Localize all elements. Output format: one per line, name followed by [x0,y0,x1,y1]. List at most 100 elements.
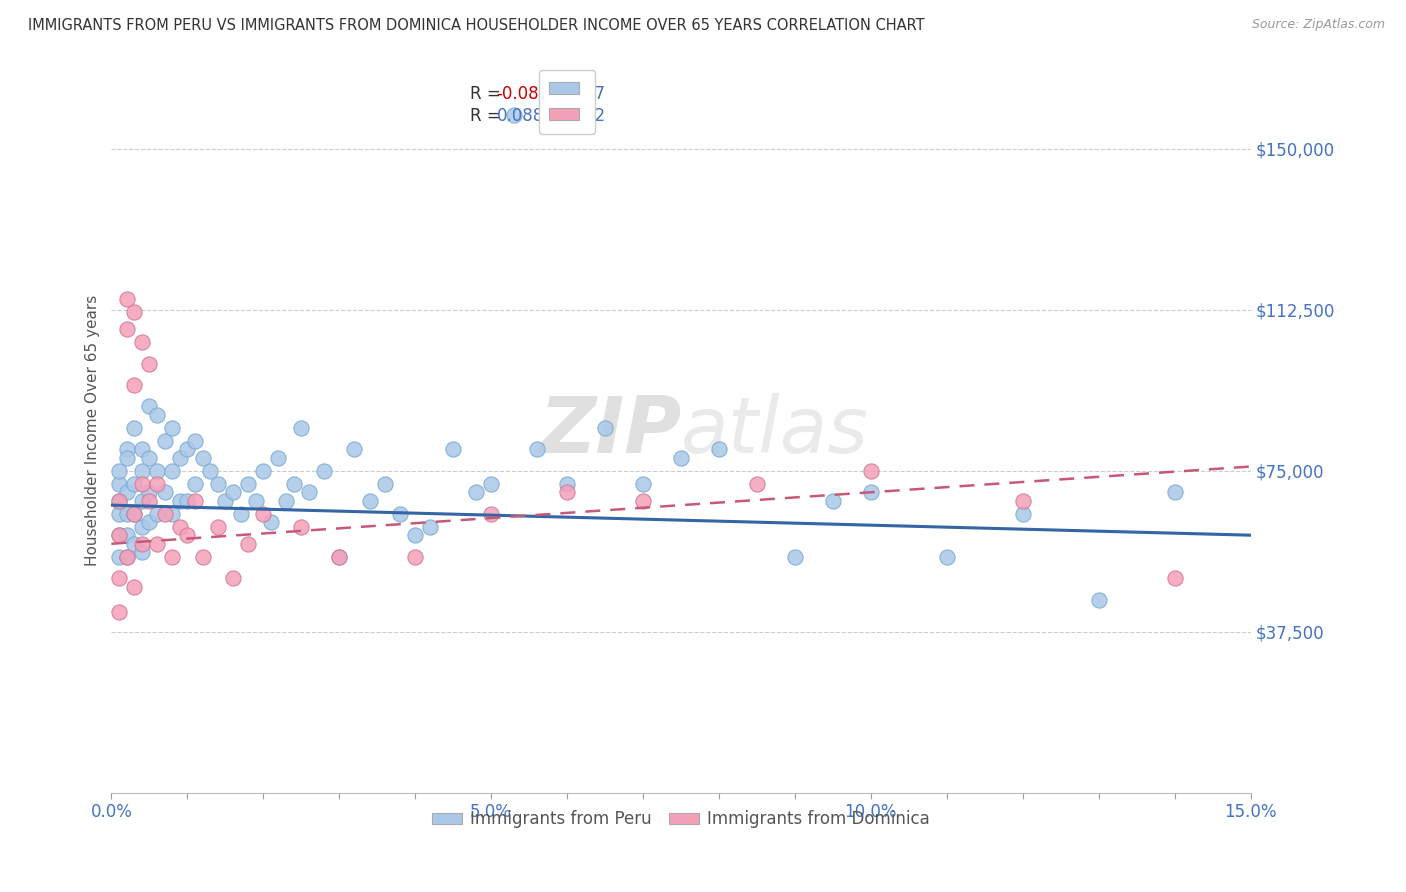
Point [479,476,502,491]
Point [236,476,259,491]
Point [153,434,176,448]
Point [207,476,229,491]
Point [252,464,274,478]
Point [169,519,191,533]
Point [260,516,283,530]
Point [328,549,350,564]
Point [153,507,176,521]
Point [138,485,160,500]
Point [122,476,145,491]
Point [464,485,486,500]
Point [115,507,138,521]
Point [359,493,381,508]
Point [169,493,191,508]
Point [131,545,153,559]
Point [821,493,844,508]
Point [707,442,730,457]
Point [1011,507,1033,521]
Point [669,450,692,465]
Point [783,549,806,564]
Point [229,507,252,521]
Point [631,476,654,491]
Point [115,485,138,500]
Point [222,485,245,500]
Point [146,507,169,521]
Point [859,464,882,478]
Point [631,493,654,508]
Point [115,450,138,465]
Point [138,516,160,530]
Point [108,493,131,508]
Point [131,334,153,349]
Point [298,485,321,500]
Text: atlas: atlas [681,392,869,468]
Point [503,108,526,122]
Point [160,549,183,564]
Point [328,549,350,564]
Text: ZIP: ZIP [538,392,681,468]
Point [404,549,426,564]
Point [122,580,145,594]
Point [131,519,153,533]
Point [122,378,145,392]
Point [122,507,145,521]
Point [312,464,335,478]
Point [146,408,169,422]
Point [176,493,198,508]
Text: R =: R = [470,85,506,103]
Text: 0.088: 0.088 [496,106,544,125]
Point [131,442,153,457]
Point [935,549,957,564]
Point [222,571,245,585]
Point [138,357,160,371]
Point [108,549,131,564]
Legend: Immigrants from Peru, Immigrants from Dominica: Immigrants from Peru, Immigrants from Do… [426,804,936,835]
Point [555,485,578,500]
Point [131,537,153,551]
Point [267,450,290,465]
Point [859,485,882,500]
Point [593,421,616,435]
Point [184,493,207,508]
Point [146,537,169,551]
Point [745,476,768,491]
Point [252,507,274,521]
Point [198,464,221,478]
Point [153,485,176,500]
Point [108,493,131,508]
Point [131,464,153,478]
Point [108,606,131,620]
Point [526,442,548,457]
Point [419,519,441,533]
Point [191,549,214,564]
Point [374,476,396,491]
Point [160,421,183,435]
Point [236,537,259,551]
Point [214,493,236,508]
Point [160,507,183,521]
Point [122,421,145,435]
Point [184,434,207,448]
Point [176,442,198,457]
Point [146,476,169,491]
Text: N =: N = [561,85,598,103]
Point [122,537,145,551]
Point [115,549,138,564]
Point [1011,493,1033,508]
Point [160,464,183,478]
Text: IMMIGRANTS FROM PERU VS IMMIGRANTS FROM DOMINICA HOUSEHOLDER INCOME OVER 65 YEAR: IMMIGRANTS FROM PERU VS IMMIGRANTS FROM … [28,18,925,33]
Point [274,493,297,508]
Point [108,528,131,542]
Point [404,528,426,542]
Point [115,292,138,306]
Text: 97: 97 [583,85,605,103]
Point [191,450,214,465]
Point [115,322,138,336]
Point [108,464,131,478]
Point [207,519,229,533]
Point [108,528,131,542]
Point [138,493,160,508]
Point [108,476,131,491]
Point [290,519,312,533]
Point [122,305,145,319]
